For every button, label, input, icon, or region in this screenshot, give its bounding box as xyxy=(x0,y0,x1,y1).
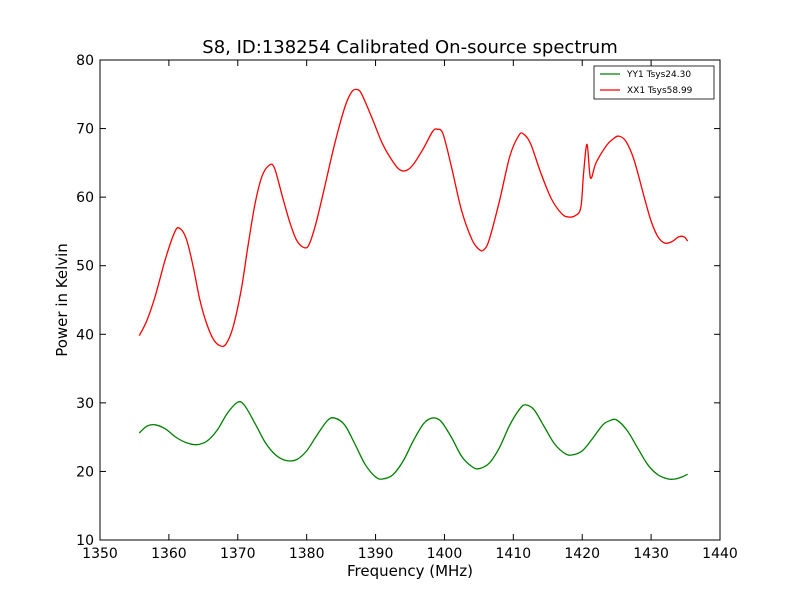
x-axis-title: Frequency (MHz) xyxy=(347,562,473,580)
y-tick-label: 80 xyxy=(76,53,94,69)
x-tick-label: 1410 xyxy=(496,546,532,562)
chart-title: S8, ID:138254 Calibrated On-source spect… xyxy=(202,37,617,58)
x-tick-label: 1400 xyxy=(427,546,463,562)
x-tick-label: 1440 xyxy=(702,546,738,562)
y-axis-title: Power in Kelvin xyxy=(53,243,71,357)
y-tick-label: 20 xyxy=(76,464,94,480)
x-tick-label: 1350 xyxy=(82,546,118,562)
plot-frame xyxy=(99,59,721,541)
series-layer xyxy=(138,88,689,481)
y-tick-label: 60 xyxy=(76,190,94,206)
y-tick-label: 40 xyxy=(76,327,94,343)
y-tick-label: 10 xyxy=(76,533,94,549)
y-tick-label: 30 xyxy=(76,396,94,412)
y-axis: 10 20 30 40 50 60 70 80 xyxy=(76,53,720,549)
legend-box xyxy=(593,65,715,100)
y-tick-label: 70 xyxy=(76,122,94,138)
legend-label-yy1: YY1 Tsys24.30 xyxy=(626,70,691,80)
x-tick-label: 1430 xyxy=(633,546,669,562)
x-tick-label: 1380 xyxy=(289,546,325,562)
series-line-xx1 xyxy=(138,88,689,348)
x-tick-label: 1390 xyxy=(358,546,394,562)
x-tick-label: 1420 xyxy=(564,546,600,562)
y-tick-label: 50 xyxy=(76,259,94,275)
x-tick-label: 1360 xyxy=(151,546,187,562)
x-tick-label: 1370 xyxy=(220,546,256,562)
series-line-yy1 xyxy=(138,401,688,481)
x-axis: 1350 1360 1370 1380 1390 1400 1410 1420 1430 1440 xyxy=(82,60,738,562)
legend-label-xx1: XX1 Tsys58.99 xyxy=(627,86,693,96)
legend: YY1 Tsys24.30 XX1 Tsys58.99 xyxy=(593,65,715,100)
